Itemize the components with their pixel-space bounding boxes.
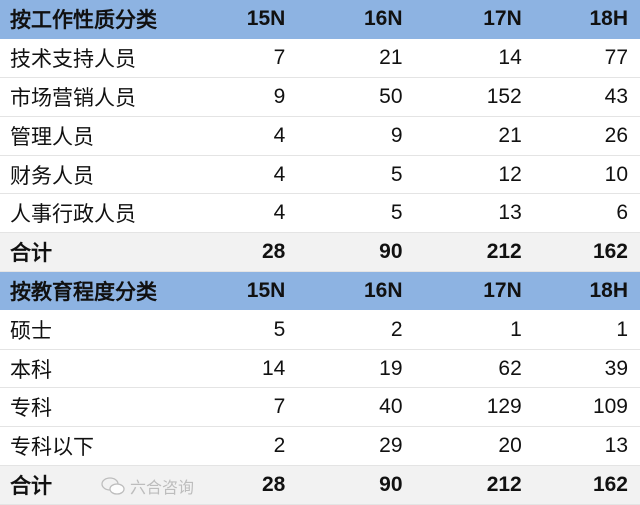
value-cell: 20 [402, 426, 522, 467]
value-cell: 7 [173, 38, 286, 79]
value-cell: 18H [521, 271, 640, 311]
label-cell: 管理人员 [0, 116, 174, 156]
value-cell: 19 [285, 349, 403, 389]
value-cell: 90 [285, 232, 403, 273]
value-cell: 212 [402, 232, 522, 273]
value-cell: 29 [285, 426, 403, 467]
label-cell: 本科 [0, 349, 174, 389]
value-cell: 9 [173, 77, 286, 117]
watermark-text: 六合咨询 [130, 480, 195, 497]
section-header: 按教育程度分类 15N 16N 17N 18H [0, 271, 640, 311]
label-cell: 合计 [0, 465, 174, 505]
table-row: 专科以下 2 29 20 13 [0, 426, 640, 467]
table-row: 人事行政人员 4 5 13 6 [0, 193, 640, 234]
value-cell: 26 [521, 116, 640, 156]
label-cell: 硕士 [0, 310, 174, 350]
value-cell: 17N [402, 271, 522, 311]
value-cell: 5 [173, 310, 286, 350]
value-cell: 13 [402, 193, 522, 234]
label-cell: 技术支持人员 [0, 38, 174, 79]
value-cell: 2 [285, 310, 403, 350]
value-cell: 18H [521, 0, 640, 39]
value-cell: 212 [402, 465, 522, 505]
label-cell: 合计 [0, 232, 174, 273]
value-cell: 6 [521, 193, 640, 234]
value-cell: 43 [521, 77, 640, 117]
total-row: 合计 28 90 212 162 [0, 465, 640, 505]
value-cell: 10 [521, 155, 640, 195]
watermark: 六合咨询 [100, 474, 194, 498]
label-cell: 按教育程度分类 [0, 271, 174, 311]
label-cell: 人事行政人员 [0, 193, 174, 234]
value-cell: 152 [402, 77, 522, 117]
total-row: 合计 28 90 212 162 [0, 232, 640, 273]
label-cell: 专科 [0, 387, 174, 428]
value-cell: 40 [285, 387, 403, 428]
value-cell: 5 [285, 155, 403, 195]
value-cell: 28 [173, 465, 286, 505]
table-row: 专科 7 40 129 109 [0, 387, 640, 428]
table-row: 财务人员 4 5 12 10 [0, 155, 640, 195]
wechat-icon [101, 477, 125, 495]
value-cell: 28 [173, 232, 286, 273]
value-cell: 4 [173, 116, 286, 156]
value-cell: 4 [173, 193, 286, 234]
value-cell: 2 [173, 426, 286, 467]
value-cell: 15N [173, 271, 286, 311]
value-cell: 62 [402, 349, 522, 389]
value-cell: 13 [521, 426, 640, 467]
label-cell: 财务人员 [0, 155, 174, 195]
table-row: 本科 14 19 62 39 [0, 349, 640, 389]
value-cell: 90 [285, 465, 403, 505]
value-cell: 1 [521, 310, 640, 350]
value-cell: 4 [173, 155, 286, 195]
table-row: 市场营销人员 9 50 152 43 [0, 77, 640, 117]
value-cell: 39 [521, 349, 640, 389]
value-cell: 12 [402, 155, 522, 195]
value-cell: 17N [402, 0, 522, 39]
value-cell: 14 [402, 38, 522, 79]
value-cell: 5 [285, 193, 403, 234]
value-cell: 1 [402, 310, 522, 350]
value-cell: 109 [521, 387, 640, 428]
label-cell: 按工作性质分类 [0, 0, 174, 39]
value-cell: 15N [173, 0, 286, 39]
value-cell: 21 [402, 116, 522, 156]
value-cell: 162 [521, 465, 640, 505]
value-cell: 129 [402, 387, 522, 428]
section-header: 按工作性质分类 15N 16N 17N 18H [0, 0, 640, 39]
value-cell: 16N [285, 0, 403, 39]
label-cell: 专科以下 [0, 426, 174, 467]
table-row: 硕士 5 2 1 1 [0, 310, 640, 350]
value-cell: 50 [285, 77, 403, 117]
value-cell: 162 [521, 232, 640, 273]
value-cell: 14 [173, 349, 286, 389]
table-row: 技术支持人员 7 21 14 77 [0, 38, 640, 79]
value-cell: 9 [285, 116, 403, 156]
label-cell: 市场营销人员 [0, 77, 174, 117]
value-cell: 77 [521, 38, 640, 79]
value-cell: 21 [285, 38, 403, 79]
value-cell: 16N [285, 271, 403, 311]
table-row: 管理人员 4 9 21 26 [0, 116, 640, 156]
value-cell: 7 [173, 387, 286, 428]
